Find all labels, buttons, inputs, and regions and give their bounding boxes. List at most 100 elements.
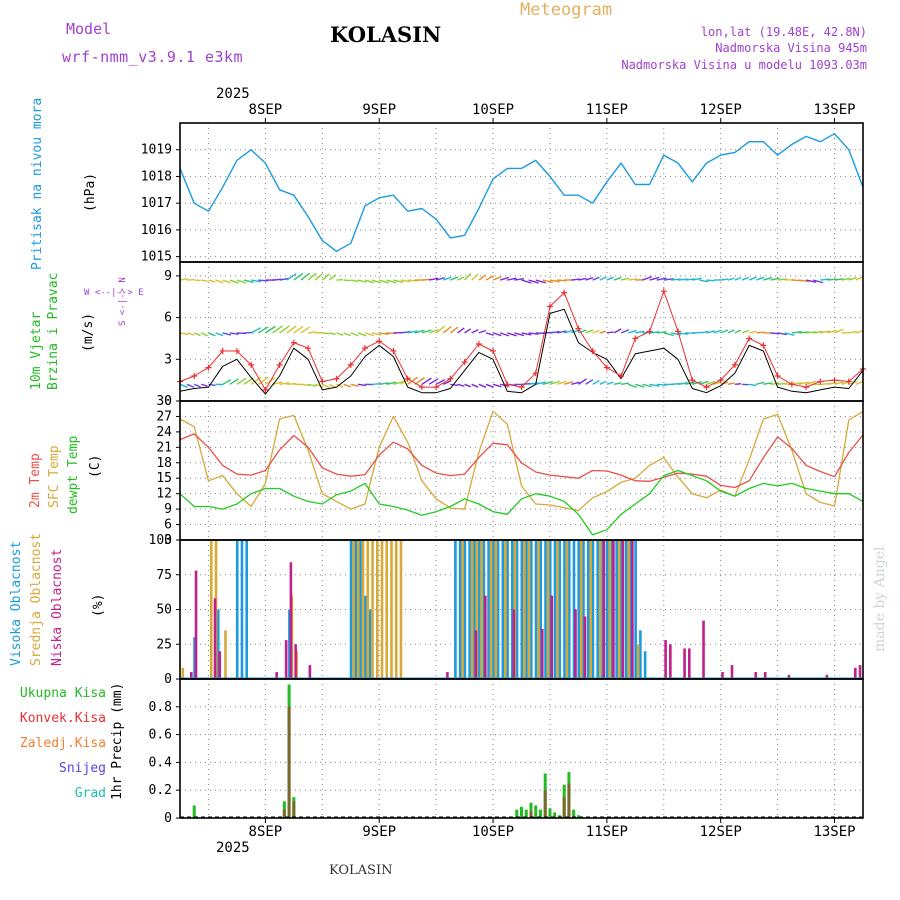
wind-gust-marker <box>376 338 383 345</box>
wind-direction-arrow <box>620 329 630 334</box>
wind-direction-arrow <box>656 331 667 334</box>
low-cloud-bar <box>484 595 487 679</box>
mid-cloud-bar <box>579 540 583 679</box>
wind-direction-arrow <box>741 329 749 334</box>
wind-direction-arrow <box>435 325 446 334</box>
wind-gust-marker <box>603 364 610 371</box>
low-cloud-bar <box>754 672 758 679</box>
wind-gust-marker <box>561 289 568 296</box>
wind-direction-arrow <box>229 279 239 284</box>
wind-direction-arrow <box>677 382 689 386</box>
wind-gust-marker <box>845 378 852 385</box>
wind-direction-arrow <box>329 332 336 336</box>
wind-direction-arrow <box>727 382 735 386</box>
wind-direction-arrow <box>820 278 831 281</box>
wind-direction-arrow <box>578 329 587 334</box>
conv-precip-bar <box>287 706 291 818</box>
mid-cloud-bar <box>527 540 531 679</box>
station-title: KOLASIN <box>330 22 442 47</box>
wind-direction-arrow <box>229 378 239 385</box>
wind-direction-arrow <box>499 276 510 281</box>
high-cloud-bar <box>511 540 514 679</box>
day-label-top: 8SEP <box>249 102 283 118</box>
low-cloud-bar <box>512 609 516 679</box>
wind-gust-marker <box>675 328 682 335</box>
precip-label-hail: Grad <box>74 786 106 801</box>
mid-cloud-bar <box>356 540 360 679</box>
high-cloud-bar <box>586 540 590 679</box>
wind-gust-marker <box>347 361 354 368</box>
high-cloud-bar <box>567 540 571 679</box>
wind-direction-arrow <box>229 332 239 336</box>
altitude-label: Nadmorska Visina 945m <box>715 41 867 55</box>
wind-direction-arrow <box>357 383 367 387</box>
day-label-bottom: 11SEP <box>586 824 628 840</box>
wind-gust-marker <box>447 375 454 382</box>
wind-direction-arrow <box>606 331 614 334</box>
mid-cloud-bar <box>565 540 569 679</box>
wind-direction-arrow <box>264 325 276 334</box>
precip-label-total: Ukupna Kisa <box>19 686 106 701</box>
pressure-line <box>179 132 864 253</box>
wind-direction-arrow <box>201 279 208 283</box>
wind-direction-arrow <box>528 332 539 335</box>
conv-precip-bar <box>282 809 286 818</box>
wind-direction-arrow <box>364 279 374 284</box>
low-cloud-bar <box>275 672 278 679</box>
y-tick-label: 1017 <box>141 196 172 211</box>
total-precip-bar <box>515 809 519 818</box>
wind-direction-arrow <box>428 378 439 385</box>
wind-gust-marker <box>717 377 724 384</box>
wind-direction-arrow <box>699 330 709 334</box>
wind-direction-arrow <box>585 276 594 281</box>
wind-direction-arrow <box>834 381 844 385</box>
model-name: wrf-nmm_v3.9.1 e3km <box>62 48 244 66</box>
high-cloud-bar <box>468 540 471 679</box>
wind-direction-arrow <box>528 382 539 386</box>
total-precip-bar <box>553 812 557 818</box>
y-tick-label: 0 <box>164 394 172 409</box>
high-cloud-bar <box>544 540 547 679</box>
wind-direction-arrow <box>478 329 487 334</box>
mid-cloud-bar <box>523 540 526 679</box>
day-label-top: 12SEP <box>700 102 742 118</box>
wind-direction-arrow <box>414 329 425 334</box>
high-cloud-bar <box>553 540 557 679</box>
low-cloud-bar <box>294 644 297 679</box>
wind-gust-marker <box>831 377 838 384</box>
mid-cloud-bar <box>494 540 498 679</box>
wind-direction-arrow <box>685 278 695 281</box>
wind-direction-arrow <box>784 332 795 336</box>
day-label-top: 9SEP <box>362 102 396 118</box>
wind-direction-arrow <box>215 332 224 337</box>
low-cloud-bar <box>574 609 577 679</box>
wind-direction-arrow <box>827 329 837 334</box>
y-tick-label: 6 <box>164 311 172 326</box>
wind-direction-arrow <box>670 278 681 281</box>
wind-gust-marker <box>191 372 198 379</box>
high-cloud-bar <box>193 637 196 679</box>
day-label-top: 11SEP <box>586 102 628 118</box>
wind-direction-arrow <box>756 276 765 281</box>
wind-gust-marker <box>276 361 283 368</box>
wind-direction-arrow <box>806 331 817 334</box>
wind-direction-arrow <box>450 276 459 281</box>
wind-direction-arrow <box>179 278 188 281</box>
wind-direction-arrow <box>656 383 667 387</box>
wind-direction-arrow <box>727 329 735 334</box>
wind-direction-arrow <box>314 272 324 281</box>
wind-direction-arrow <box>571 278 580 281</box>
high-cloud-bar <box>245 540 249 679</box>
wind-direction-arrow <box>827 278 837 281</box>
wind-direction-arrow <box>642 275 653 281</box>
wind-direction-arrow <box>279 382 290 386</box>
mid-cloud-bar <box>371 540 374 679</box>
mid-cloud-bar <box>608 540 611 679</box>
total-precip-bar <box>192 805 196 818</box>
wind-direction-arrow <box>186 332 195 336</box>
footer-station: KOLASIN <box>329 863 393 878</box>
wind-direction-arrow <box>841 277 851 281</box>
high-cloud-bar <box>610 540 614 679</box>
mid-cloud-bar <box>546 540 550 679</box>
wind-direction-arrow <box>599 380 607 385</box>
